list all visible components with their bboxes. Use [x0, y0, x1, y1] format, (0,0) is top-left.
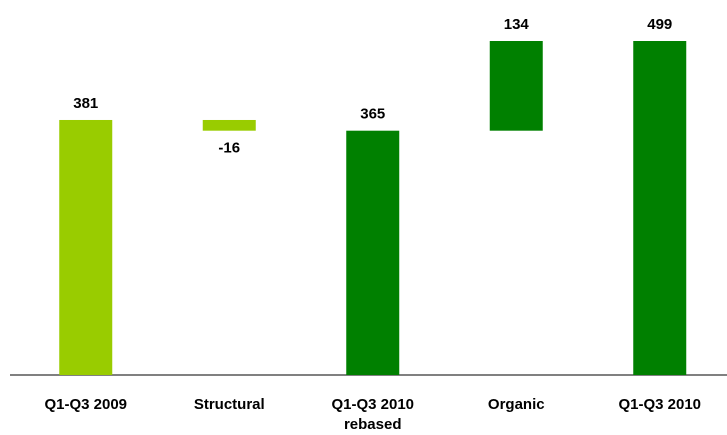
bar [633, 41, 687, 375]
bar [346, 130, 400, 375]
bar [59, 119, 113, 375]
data-label: 365 [360, 106, 385, 123]
x-tick-label: Structural [194, 396, 265, 413]
x-tick-label: Q1-Q3 2010 rebased [331, 396, 414, 433]
bar [489, 41, 543, 131]
data-label: 381 [73, 95, 98, 112]
x-tick-label: Q1-Q3 2009 [44, 396, 127, 413]
data-label: -16 [218, 140, 240, 157]
x-tick-label: Q1-Q3 2010 [618, 396, 701, 413]
bar [202, 119, 256, 131]
data-label: 499 [647, 16, 672, 33]
x-tick-label: Organic [488, 396, 545, 413]
data-label: 134 [504, 16, 530, 33]
